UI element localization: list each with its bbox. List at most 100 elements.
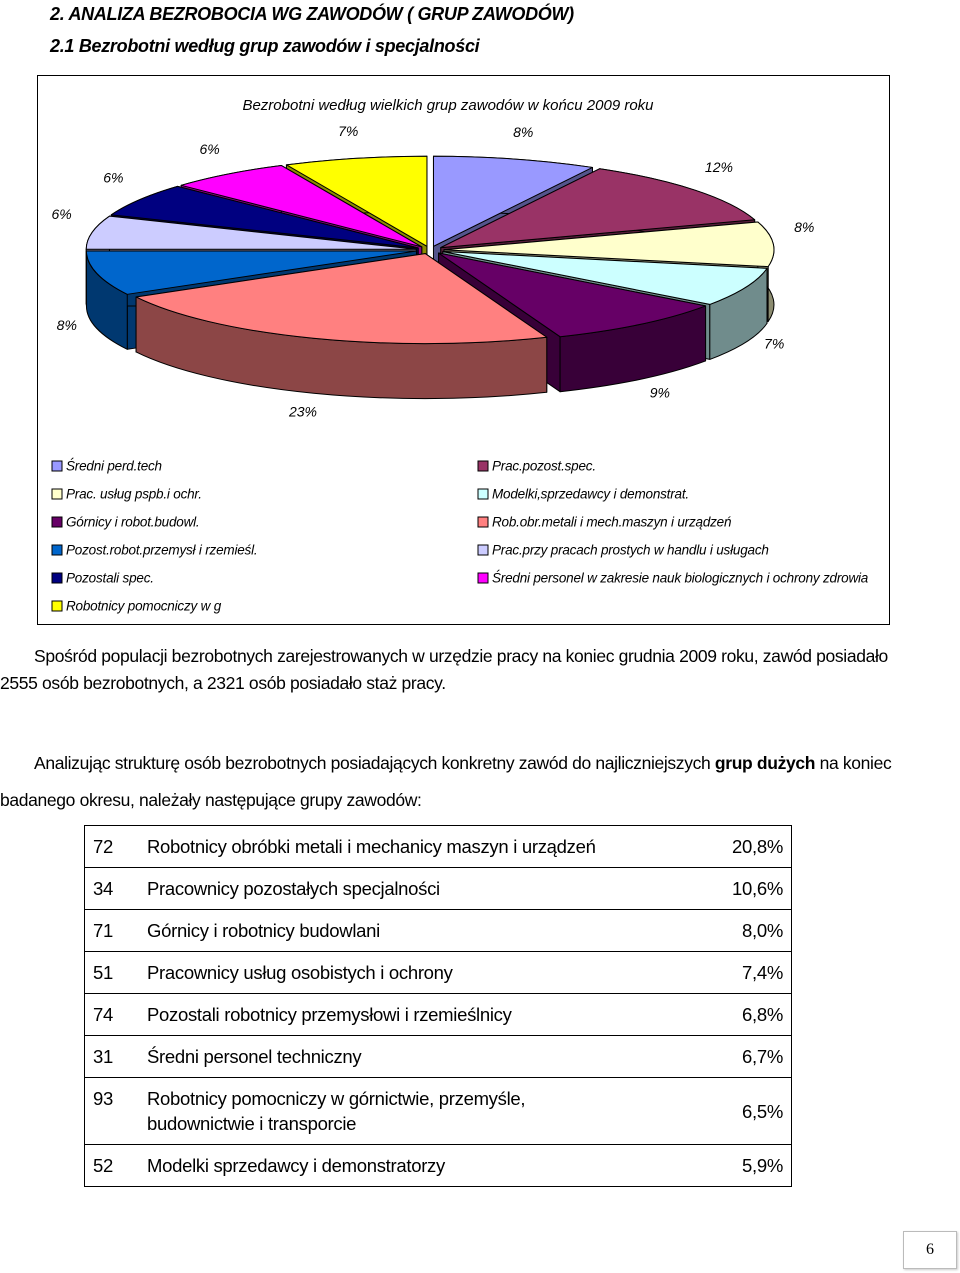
legend-label: Modelki,sprzedawcy i demonstrat. bbox=[492, 487, 689, 502]
slice-top bbox=[438, 252, 707, 338]
data-label: 8% bbox=[513, 124, 533, 140]
cell-text: 34 bbox=[93, 878, 113, 899]
cell-text: Modelki sprzedawcy i demonstratorzy bbox=[147, 1155, 445, 1176]
table-cell: 71 bbox=[84, 909, 139, 952]
cell-text: 6,5% bbox=[742, 1100, 783, 1122]
cell-text: 6,7% bbox=[742, 1046, 783, 1067]
table-cell: Robotnicy obróbki metali i mechanicy mas… bbox=[139, 825, 685, 868]
table-cell: Średni personel techniczny bbox=[139, 1035, 685, 1078]
table-cell: 93 bbox=[84, 1077, 139, 1145]
cell-text: Średni personel techniczny bbox=[147, 1046, 362, 1067]
pie bbox=[85, 155, 775, 400]
cell-text: Górnicy i robotnicy budowlani bbox=[147, 920, 380, 941]
table-cell: 72 bbox=[84, 825, 139, 868]
slice-top bbox=[432, 155, 593, 247]
cell-text: 71 bbox=[93, 920, 113, 941]
legend-swatch bbox=[51, 572, 63, 584]
slice-top bbox=[135, 253, 548, 345]
slice-top bbox=[443, 221, 775, 268]
table-cell: Robotnicy pomocniczy w górnictwie, przem… bbox=[139, 1077, 685, 1145]
chart-title: Bezrobotni według wielkich grup zawodów … bbox=[242, 97, 654, 114]
cell-text: 51 bbox=[93, 962, 113, 983]
table-cell: Pozostali robotnicy przemysłowi i rzemie… bbox=[139, 993, 685, 1036]
text: Analizując strukturę osób bezrobotnych p… bbox=[34, 753, 711, 773]
legend-label: Prac. usług pspb.i ochr. bbox=[66, 487, 202, 502]
legend-label: Średni personel w zakresie nauk biologic… bbox=[492, 571, 869, 586]
table-cell: 51 bbox=[84, 951, 139, 994]
table: 72 Robotnicy obróbki metali i mechanicy m… bbox=[84, 825, 792, 1187]
legend-label: Górnicy i robot.budowl. bbox=[66, 515, 199, 530]
legend-label: Średni perd.tech bbox=[66, 459, 162, 474]
slice-top bbox=[442, 251, 768, 305]
table-cell: Górnicy i robotnicy budowlani bbox=[139, 909, 685, 952]
data-label: 23% bbox=[288, 403, 317, 419]
cell-text: 72 bbox=[93, 836, 113, 857]
slice-top bbox=[180, 164, 423, 248]
table-row: 34 Pracownicy pozostałych specjalności 10,… bbox=[84, 867, 792, 910]
data-label: 6% bbox=[52, 206, 72, 222]
bold-text: grup dużych bbox=[714, 753, 816, 773]
cell-text: 74 bbox=[93, 1004, 113, 1025]
cell-text: 52 bbox=[93, 1155, 113, 1176]
data-label: 12% bbox=[705, 159, 733, 175]
legend-swatch bbox=[51, 460, 63, 472]
data-label: 9% bbox=[650, 384, 670, 400]
table-cell: 6,5% bbox=[685, 1077, 792, 1145]
cell-text: 20,8% bbox=[732, 836, 783, 857]
table-cell: 74 bbox=[84, 993, 139, 1036]
cell-text: Robotnicy obróbki metali i mechanicy mas… bbox=[147, 836, 596, 857]
cell-text: 7,4% bbox=[742, 962, 783, 983]
slice-top bbox=[85, 215, 417, 250]
legend-swatch bbox=[51, 516, 63, 528]
table-cell: 20,8% bbox=[685, 825, 792, 868]
legend-swatch bbox=[51, 600, 63, 612]
data-label: 6% bbox=[199, 141, 219, 157]
table-row: 51 Pracownicy usług osobistych i ochrony 7… bbox=[84, 951, 792, 994]
cell-text: 10,6% bbox=[732, 878, 783, 899]
table-cell: 6,8% bbox=[685, 993, 792, 1036]
cell-text: Pracownicy pozostałych specjalności bbox=[147, 878, 440, 899]
table-row: 72 Robotnicy obróbki metali i mechanicy m… bbox=[84, 825, 792, 868]
table-cell: 6,7% bbox=[685, 1035, 792, 1078]
legend-swatch bbox=[477, 460, 489, 472]
data-label: 8% bbox=[794, 219, 814, 235]
legend-swatch bbox=[51, 488, 63, 500]
cell-text: 8,0% bbox=[742, 920, 783, 941]
cell-text: Pozostali robotnicy przemysłowi i rzemie… bbox=[147, 1004, 512, 1025]
cell-text: 93 bbox=[93, 1088, 113, 1109]
legend-swatch bbox=[477, 572, 489, 584]
page-number: 6 bbox=[903, 1231, 957, 1269]
data-label: 6% bbox=[103, 169, 123, 185]
legend-label: Prac.pozost.spec. bbox=[492, 459, 596, 474]
table-row: 93 Robotnicy pomocniczy w górnictwie, prz… bbox=[84, 1077, 792, 1145]
table-cell: 10,6% bbox=[685, 867, 792, 910]
legend-swatch bbox=[477, 488, 489, 500]
legend-label: Robotnicy pomocniczy w g bbox=[66, 599, 222, 614]
table-cell: 8,0% bbox=[685, 909, 792, 952]
chart: Bezrobotni według wielkich grup zawodów … bbox=[37, 75, 890, 625]
slice-top bbox=[440, 168, 756, 249]
slice-top bbox=[110, 185, 419, 249]
table-cell: Pracownicy pozostałych specjalności bbox=[139, 867, 685, 910]
paragraph: Analizując strukturę osób bezrobotnych p… bbox=[0, 745, 905, 819]
table-cell: 34 bbox=[84, 867, 139, 910]
table-cell: 31 bbox=[84, 1035, 139, 1078]
section-title: 2. ANALIZA BEZROBOCIA WG ZAWODÓW ( GRUP … bbox=[50, 4, 574, 24]
data-label: 8% bbox=[57, 317, 77, 333]
table-cell: 7,4% bbox=[685, 951, 792, 994]
pie-slice bbox=[135, 253, 548, 400]
table-cell: Pracownicy usług osobistych i ochrony bbox=[139, 951, 685, 994]
legend-label: Pozostali spec. bbox=[66, 571, 154, 586]
legend-label: Prac.przy pracach prostych w handlu i us… bbox=[492, 543, 769, 558]
legend-swatch bbox=[51, 544, 63, 556]
table-row: 31 Średni personel techniczny 6,7% bbox=[84, 1035, 792, 1078]
cell-text: 31 bbox=[93, 1046, 113, 1067]
legend-label: Pozost.robot.przemysł i rzemieśl. bbox=[66, 543, 257, 558]
table-row: 52 Modelki sprzedawcy i demonstratorzy 5,9… bbox=[84, 1144, 792, 1187]
table-row: 74 Pozostali robotnicy przemysłowi i rzem… bbox=[84, 993, 792, 1036]
paragraph: Spośród populacji bezrobotnych zarejestr… bbox=[0, 646, 888, 693]
legend-label: Rob.obr.metali i mech.maszyn i urządzeń bbox=[492, 515, 731, 530]
cell-text: 6,8% bbox=[742, 1004, 783, 1025]
table-cell: 5,9% bbox=[685, 1144, 792, 1187]
